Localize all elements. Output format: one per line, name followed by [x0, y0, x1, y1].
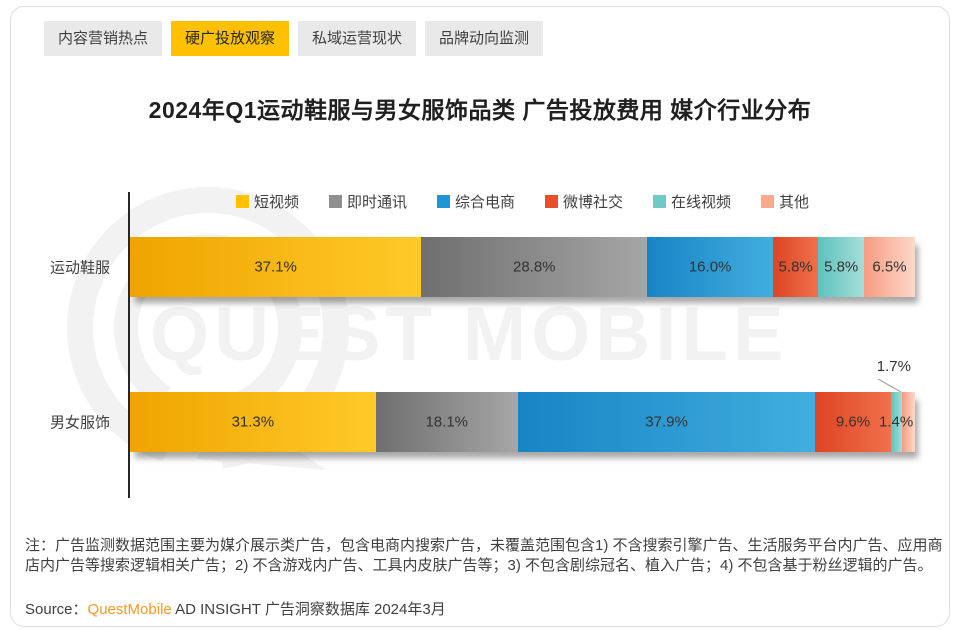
bar-segment: 5.8% [772, 237, 819, 297]
tab-4[interactable]: 品牌动向监测 [425, 21, 544, 56]
bar-segment: 18.1% [375, 392, 518, 452]
stacked-bar: 31.3% 18.1% 37.9% 9.6% 1.4% [130, 392, 915, 452]
tab-3[interactable]: 私域运营现状 [298, 21, 417, 56]
segment-value-label: 9.6% [835, 413, 871, 431]
y-axis-line [128, 192, 130, 498]
legend-swatch-icon [235, 195, 249, 208]
tab-bar: 内容营销热点 硬广投放观察 私域运营现状 品牌动向监测 [44, 21, 544, 56]
legend-item: 短视频 [235, 191, 299, 212]
category-label: 男女服饰 [49, 414, 110, 432]
bar-segment: 6.5% [863, 237, 915, 297]
tab-2[interactable]: 硬广投放观察 [171, 21, 290, 56]
bar-segment: 9.6% [815, 392, 891, 452]
bar-segment: 37.1% [130, 237, 422, 297]
chart-legend: 短视频 即时通讯 综合电商 微博社交 在线视频 其他 [130, 191, 915, 212]
legend-swatch-icon [653, 195, 667, 208]
plot-area: 短视频 即时通讯 综合电商 微博社交 在线视频 其他 运动鞋服 37.1% 28.8% 16.0… [50, 191, 915, 498]
bar-row: 运动鞋服 37.1% 28.8% 16.0% 5.8% 5.8% 6.5% [50, 237, 915, 297]
tab-1[interactable]: 内容营销热点 [44, 21, 163, 56]
legend-swatch-icon [328, 195, 342, 208]
legend-swatch-icon [545, 195, 558, 208]
bar-segment [901, 392, 915, 452]
segment-value-label: 16.0% [688, 258, 732, 276]
segment-value-label: 6.5% [872, 258, 907, 276]
bar-segment: 28.8% [421, 237, 648, 297]
page-title: 2024年Q1运动鞋服与男女服饰品类 广告投放费用 媒介行业分布 [148, 97, 812, 123]
legend-label: 即时通讯 [346, 194, 407, 211]
callout-label-other: 1.7% [876, 358, 911, 375]
legend-label: 短视频 [253, 194, 299, 211]
bar-row: 男女服饰 31.3% 18.1% 37.9% 9.6% 1.4% [50, 392, 915, 452]
source-brand: QuestMobile [87, 601, 172, 618]
legend-item: 在线视频 [653, 191, 731, 212]
legend-label: 其他 [779, 194, 810, 211]
legend-label: 在线视频 [671, 194, 732, 211]
legend-item: 即时通讯 [328, 191, 407, 212]
segment-value-label: 31.3% [231, 413, 275, 431]
segment-value-label: 5.8% [778, 258, 813, 276]
legend-label: 综合电商 [454, 194, 515, 211]
source-suffix: AD INSIGHT 广告洞察数据库 2024年3月 [171, 601, 446, 618]
segment-value-label: 37.1% [254, 258, 297, 276]
legend-swatch-icon [436, 195, 450, 208]
bar-segment: 1.4% [879, 392, 913, 452]
segment-value-label: 18.1% [425, 413, 469, 431]
legend-item: 综合电商 [436, 191, 515, 212]
segment-value-label: 5.8% [824, 258, 859, 276]
bar-segment: 31.3% [130, 392, 376, 452]
stacked-bar: 37.1% 28.8% 16.0% 5.8% 5.8% 6.5% [130, 237, 915, 297]
legend-swatch-icon [761, 195, 775, 208]
segment-value-label: 28.8% [512, 258, 556, 276]
footnote: 注：广告监测数据范围主要为媒介展示类广告，包含电商内搜索广告，未覆盖范围包含1)… [25, 537, 943, 574]
legend-label: 微博社交 [563, 194, 624, 211]
bar-segment: 37.9% [517, 392, 816, 452]
bar-segment: 5.8% [818, 237, 864, 297]
segment-value-label: 37.9% [645, 413, 688, 431]
callout-leader-line [877, 379, 902, 393]
legend-item: 微博社交 [545, 191, 623, 212]
source-line: Source：QuestMobile AD INSIGHT 广告洞察数据库 20… [25, 598, 446, 619]
source-prefix: Source： [25, 601, 88, 618]
legend-item: 其他 [761, 191, 809, 212]
category-label: 运动鞋服 [49, 259, 110, 277]
segment-value-label: 1.4% [879, 413, 914, 431]
bar-segment: 16.0% [647, 237, 773, 297]
